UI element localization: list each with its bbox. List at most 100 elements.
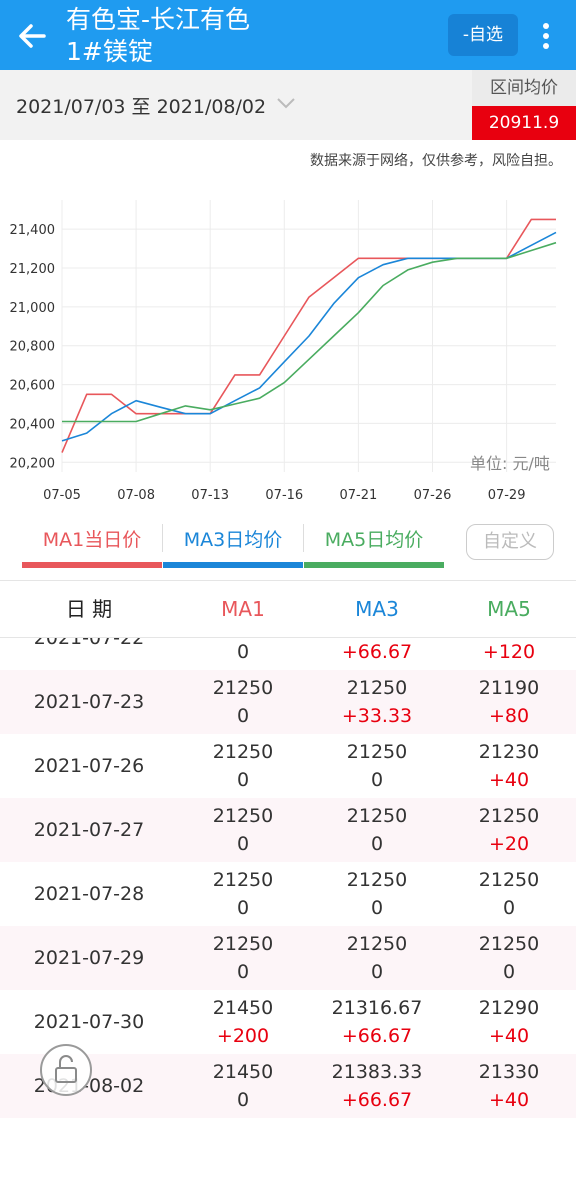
x-tick-label: 07-29 — [488, 488, 526, 503]
ma5-cell-change: +20 — [488, 833, 530, 855]
ma5-cell-change: +40 — [488, 1089, 530, 1111]
arrow-left-icon[interactable] — [14, 18, 50, 54]
header-ma1[interactable]: MA1 — [221, 597, 265, 621]
row-date: 2021-07-27 — [33, 819, 145, 841]
unit-label: 单位: 元/吨 — [470, 454, 550, 473]
watchlist-button[interactable]: -自选 — [448, 14, 518, 56]
ma1-cell-value: 21450 — [212, 997, 274, 1019]
ma1-cell-value: 21250 — [212, 869, 274, 891]
ma3-cell-value: 21250 — [346, 869, 408, 891]
ma5-cell-value: 21190 — [478, 677, 540, 699]
ma1-cell-change: 0 — [236, 833, 250, 855]
ma3-cell-change: +66.67 — [341, 1025, 413, 1047]
header-ma3[interactable]: MA3 — [355, 597, 399, 621]
header-ma5[interactable]: MA5 — [487, 597, 531, 621]
ma1-cell: 21250 0 — [176, 738, 310, 794]
tab-ma1-label: MA1当日价 — [42, 529, 142, 551]
ma1-cell: 21250 0 — [176, 802, 310, 858]
ma1-cell: 21250 0 — [176, 930, 310, 986]
ma1-cell-change: 0 — [236, 897, 250, 919]
table-row[interactable]: 2021-07-28 21250 0 21250 0 21250 0 — [0, 862, 576, 926]
series-line-ma5 — [62, 241, 557, 423]
table-row[interactable]: 2021-07-29 21250 0 21250 0 21250 0 — [0, 926, 576, 990]
ma1-cell-value: 21250 — [212, 805, 274, 827]
ma5-cell: 21110+120 — [442, 636, 576, 666]
ma5-cell-value: 21250 — [478, 933, 540, 955]
ma5-cell-value: 21250 — [478, 805, 540, 827]
table-row[interactable]: 2021-07-22 21250021216.67+66.6721110+120 — [0, 636, 576, 670]
ma3-cell-change: +33.33 — [341, 705, 413, 727]
ma3-cell-value: 21250 — [346, 933, 408, 955]
tab-ma1-underline — [22, 562, 162, 568]
tab-ma5-underline — [304, 562, 444, 568]
tab-ma5[interactable]: MA5日均价 — [304, 518, 444, 568]
date-range-text: 2021/07/03 至 2021/08/02 — [16, 96, 267, 118]
header-date: 日 期 — [65, 597, 113, 621]
ma5-cell: 21290 +40 — [442, 994, 576, 1050]
ma5-cell: 21250 +20 — [442, 802, 576, 858]
ma3-cell: 21250 0 — [310, 866, 444, 922]
unlock-float-button[interactable] — [40, 1044, 92, 1096]
chevron-down-icon — [277, 98, 295, 109]
price-line-chart: 20,200 20,400 20,600 20,800 21,000 21,200 21,4… — [10, 200, 557, 503]
ma3-cell: 21383.33 +66.67 — [310, 1058, 444, 1114]
y-tick-label: 21,000 — [10, 301, 56, 316]
ma5-cell: 21330 +40 — [442, 1058, 576, 1114]
ma3-cell-change: +66.67 — [341, 1089, 413, 1111]
x-tick-label: 07-13 — [191, 488, 229, 503]
ma1-cell-change: 0 — [236, 705, 250, 727]
ma3-cell-change: 0 — [370, 961, 384, 983]
ma1-cell-value: 21250 — [212, 741, 274, 763]
tab-ma5-label: MA5日均价 — [324, 529, 424, 551]
ma1-cell: 21250 0 — [176, 866, 310, 922]
ma-tabs: MA1当日价 MA3日均价 MA5日均价 — [22, 518, 554, 572]
ma3-cell-value: 21250 — [346, 805, 408, 827]
range-average-value: 20911.9 — [472, 106, 576, 140]
ma1-cell: 21450 0 — [176, 1058, 310, 1114]
table-row[interactable]: 2021-08-02 21450 0 21383.33 +66.67 21330 +40 — [0, 1054, 576, 1118]
ma5-cell: 21250 0 — [442, 930, 576, 986]
tab-ma1[interactable]: MA1当日价 — [22, 518, 162, 568]
table-row[interactable]: 2021-07-26 21250 0 21250 0 21230 +40 — [0, 734, 576, 798]
ma1-cell-change: 0 — [236, 961, 250, 983]
row-date: 2021-07-28 — [33, 883, 145, 905]
y-tick-label: 20,200 — [10, 456, 56, 471]
x-tick-label: 07-26 — [414, 488, 452, 503]
ma5-cell-change: +40 — [488, 1025, 530, 1047]
app-header: 有色宝-长江有色 1#镁锭 -自选 — [0, 0, 576, 70]
ma5-cell-change: 0 — [502, 961, 516, 983]
ma3-cell-value: 21250 — [346, 741, 408, 763]
title-line-1: 有色宝-长江有色 — [66, 5, 251, 34]
y-tick-label: 21,200 — [10, 262, 56, 277]
price-table[interactable]: 2021-07-22 21250 0 21216.67+66.6721110+120 2… — [0, 636, 576, 1136]
custom-button[interactable]: 自定义 — [466, 524, 554, 560]
ma3-cell-change: +66.67 — [341, 641, 413, 663]
table-row[interactable]: 2021-07-23 21250 0 21250 +33.33 21190 +80 — [0, 670, 576, 734]
ma5-cell-change: +120 — [482, 641, 536, 663]
y-tick-label: 21,400 — [10, 223, 56, 238]
date-range-selector[interactable]: 2021/07/03 至 2021/08/02 — [0, 70, 472, 140]
ma5-cell-value: 21250 — [478, 869, 540, 891]
ma3-cell: 21216.67+66.67 — [310, 636, 444, 666]
ma1-cell: 21250 0 — [176, 674, 310, 730]
table-row[interactable]: 2021-07-30 21450 +200 21316.67 +66.67 21290 +4… — [0, 990, 576, 1054]
page-title: 有色宝-长江有色 1#镁锭 — [66, 4, 250, 68]
row-date: 2021-07-26 — [33, 755, 145, 777]
tab-ma3[interactable]: MA3日均价 — [163, 518, 303, 568]
table-row[interactable]: 2021-07-27 21250 0 21250 0 21250 +20 — [0, 798, 576, 862]
ma3-cell: 21250 +33.33 — [310, 674, 444, 730]
tab-divider — [162, 524, 163, 552]
ma3-cell-change: 0 — [370, 833, 384, 855]
row-date: 2021-07-22 — [33, 636, 145, 649]
tab-ma3-underline — [163, 562, 303, 568]
ma5-cell: 21250 0 — [442, 866, 576, 922]
tab-ma3-label: MA3日均价 — [183, 529, 283, 551]
ma3-cell-change: 0 — [370, 897, 384, 919]
data-disclaimer: 数据来源于网络，仅供参考，风险自担。 — [310, 153, 562, 169]
ma3-cell: 21250 0 — [310, 738, 444, 794]
ma1-cell-value: 21250 — [212, 677, 274, 699]
x-tick-label: 07-05 — [43, 488, 81, 503]
more-vertical-icon[interactable] — [536, 20, 556, 52]
ma1-cell-change: 0 — [236, 641, 250, 663]
range-average-label: 区间均价 — [472, 70, 576, 106]
